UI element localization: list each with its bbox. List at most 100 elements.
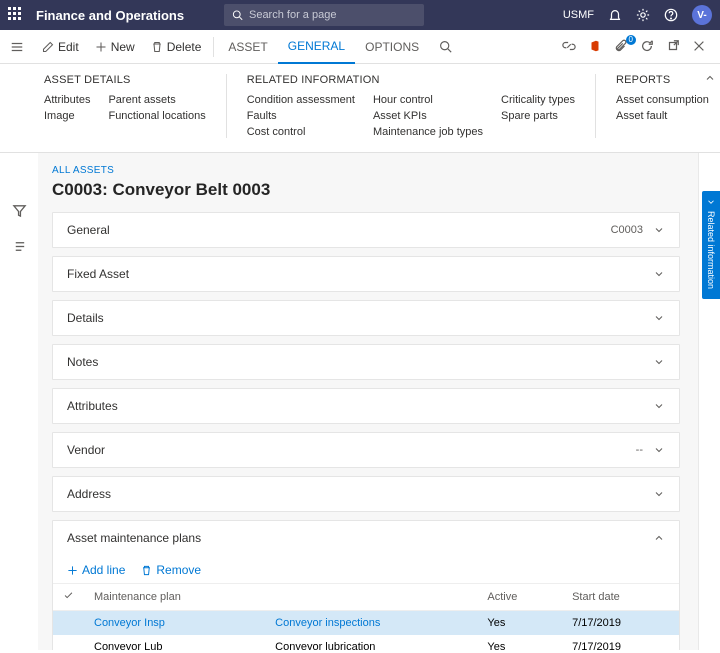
ribbon-group-asset-details: ASSET DETAILS Attributes Image Parent as… [44, 74, 227, 138]
related-info-tab[interactable]: Related information [702, 191, 720, 299]
chevron-down-icon [653, 312, 665, 324]
card-head-vendor[interactable]: Vendor -- [53, 433, 679, 467]
search-input[interactable] [249, 9, 416, 21]
remove-button[interactable]: Remove [141, 563, 201, 577]
card-head-address[interactable]: Address [53, 477, 679, 511]
chevron-down-icon [653, 488, 665, 500]
tab-general[interactable]: GENERAL [278, 31, 355, 64]
content-area: ALL ASSETS C0003: Conveyor Belt 0003 Gen… [38, 153, 698, 650]
ribbon-link[interactable]: Attributes [44, 94, 90, 106]
chevron-up-icon [653, 532, 665, 544]
plans-toolbar: Add line Remove [53, 555, 679, 581]
collapse-ribbon-icon[interactable] [704, 71, 716, 89]
card-right-value: C0003 [611, 224, 643, 236]
col-active[interactable]: Active [477, 584, 562, 611]
ribbon-link[interactable]: Hour control [373, 94, 483, 106]
app-title: Finance and Operations [36, 8, 184, 23]
card-head-attributes[interactable]: Attributes [53, 389, 679, 423]
list-icon[interactable] [12, 239, 27, 259]
filter-icon[interactable] [12, 203, 27, 223]
cell-desc: Conveyor lubrication [265, 635, 477, 650]
card-label: Details [67, 311, 653, 325]
company-code[interactable]: USMF [563, 9, 594, 21]
refresh-icon[interactable] [640, 39, 656, 55]
edit-button[interactable]: Edit [34, 30, 87, 63]
card-address: Address [52, 476, 680, 512]
ribbon-link[interactable]: Criticality types [501, 94, 575, 106]
table-row[interactable]: Conveyor Insp Conveyor inspections Yes 7… [53, 611, 679, 636]
popout-icon[interactable] [666, 39, 682, 55]
card-head-fixed-asset[interactable]: Fixed Asset [53, 257, 679, 291]
edit-label: Edit [58, 40, 79, 54]
tab-asset[interactable]: ASSET [218, 30, 277, 63]
remove-label: Remove [156, 563, 201, 577]
ribbon-link[interactable]: Asset fault [616, 110, 709, 122]
ribbon-link[interactable]: Parent assets [108, 94, 205, 106]
tab-options[interactable]: OPTIONS [355, 30, 429, 63]
user-avatar[interactable]: V- [692, 5, 712, 25]
tab-search-icon[interactable] [429, 30, 462, 63]
ribbon-link[interactable]: Asset KPIs [373, 110, 483, 122]
link-icon[interactable] [562, 39, 578, 55]
card-label: Vendor [67, 443, 636, 457]
ribbon-link[interactable]: Maintenance job types [373, 126, 483, 138]
topbar-right: USMF V- [563, 5, 712, 25]
ribbon-head-reports: REPORTS [616, 74, 709, 86]
table-row[interactable]: Conveyor Lub Conveyor lubrication Yes 7/… [53, 635, 679, 650]
breadcrumb[interactable]: ALL ASSETS [52, 165, 680, 176]
row-select[interactable] [53, 611, 84, 636]
col-plan[interactable]: Maintenance plan [84, 584, 265, 611]
cell-start: 7/17/2019 [562, 635, 679, 650]
card-label: Attributes [67, 399, 653, 413]
card-general: General C0003 [52, 212, 680, 248]
chevron-down-icon [653, 400, 665, 412]
row-select[interactable] [53, 635, 84, 650]
global-search[interactable] [224, 4, 424, 26]
app-launcher-icon[interactable] [8, 7, 24, 23]
ribbon-link[interactable]: Faults [247, 110, 355, 122]
bell-icon[interactable] [608, 8, 622, 22]
col-start[interactable]: Start date [562, 584, 679, 611]
card-label: Asset maintenance plans [67, 531, 653, 545]
card-label: Address [67, 487, 653, 501]
cell-plan[interactable]: Conveyor Lub [84, 635, 265, 650]
ribbon-panel: ASSET DETAILS Attributes Image Parent as… [0, 64, 720, 153]
help-icon[interactable] [664, 8, 678, 22]
ribbon-head-asset-details: ASSET DETAILS [44, 74, 206, 86]
top-navbar: Finance and Operations USMF V- [0, 0, 720, 30]
ribbon-link[interactable]: Image [44, 110, 90, 122]
attachment-icon[interactable]: 0 [614, 39, 630, 55]
card-head-notes[interactable]: Notes [53, 345, 679, 379]
card-head-details[interactable]: Details [53, 301, 679, 335]
page-body: ALL ASSETS C0003: Conveyor Belt 0003 Gen… [0, 153, 720, 650]
card-notes: Notes [52, 344, 680, 380]
office-icon[interactable] [588, 39, 604, 55]
delete-button[interactable]: Delete [143, 30, 210, 63]
ribbon-link[interactable]: Condition assessment [247, 94, 355, 106]
ribbon-link[interactable]: Cost control [247, 126, 355, 138]
col-desc[interactable] [265, 584, 477, 611]
new-button[interactable]: New [87, 30, 143, 63]
add-line-label: Add line [82, 563, 125, 577]
close-icon[interactable] [692, 39, 708, 55]
right-gutter: Related information [698, 153, 720, 650]
cell-plan[interactable]: Conveyor Insp [84, 611, 265, 636]
card-head-maintenance-plans[interactable]: Asset maintenance plans [53, 521, 679, 555]
add-line-button[interactable]: Add line [67, 563, 125, 577]
col-select[interactable] [53, 584, 84, 611]
ribbon-link[interactable]: Functional locations [108, 110, 205, 122]
card-right-value: -- [636, 444, 643, 456]
nav-hamburger-icon[interactable] [0, 40, 34, 54]
card-details: Details [52, 300, 680, 336]
card-vendor: Vendor -- [52, 432, 680, 468]
card-maintenance-plans: Asset maintenance plans Add line Remove … [52, 520, 680, 650]
attachment-badge: 0 [626, 35, 636, 45]
card-head-general[interactable]: General C0003 [53, 213, 679, 247]
gear-icon[interactable] [636, 8, 650, 22]
cell-desc[interactable]: Conveyor inspections [265, 611, 477, 636]
ribbon-link[interactable]: Asset consumption [616, 94, 709, 106]
ribbon-link[interactable]: Spare parts [501, 110, 575, 122]
separator [213, 37, 214, 57]
chevron-down-icon [653, 268, 665, 280]
ribbon-head-related-info: RELATED INFORMATION [247, 74, 575, 86]
